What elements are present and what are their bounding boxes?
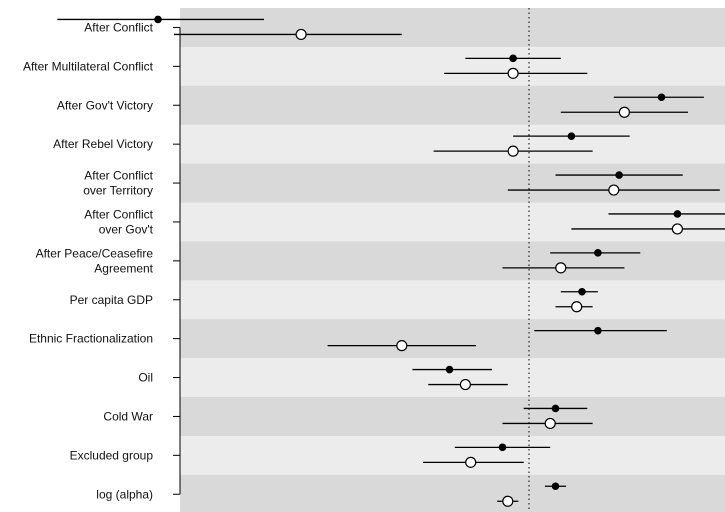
point-estimate-hollow: [555, 262, 567, 274]
point-estimate-hollow: [507, 145, 519, 157]
row-band: [180, 241, 725, 281]
row-label-text: After Multilateral Conflict: [23, 59, 154, 73]
point-estimate-filled: [551, 404, 560, 413]
point-estimate-hollow: [618, 106, 631, 118]
row-band: [180, 202, 725, 242]
row-bands: [180, 8, 725, 512]
point-estimate-filled: [594, 249, 602, 257]
estimate-marks: [57, 15, 725, 507]
point-estimate-filled: [615, 171, 623, 179]
row-label-text: over Gov't: [99, 222, 154, 236]
y-axis-ticks: [173, 26, 180, 495]
row-label-text: over Territory: [83, 184, 153, 198]
row-label-text: Oil: [138, 371, 153, 385]
point-estimate-filled: [673, 210, 682, 218]
row-band: [180, 124, 725, 165]
point-estimate-filled: [567, 132, 576, 140]
point-estimate-filled: [578, 287, 586, 296]
row-label-text: After Conflict: [84, 207, 153, 221]
row-band: [180, 163, 725, 203]
row-label-text: Cold War: [103, 409, 153, 423]
point-estimate-filled: [498, 443, 507, 452]
row-band: [180, 8, 725, 48]
row-band: [180, 280, 725, 320]
point-estimate-hollow: [295, 28, 307, 41]
row-label-text: After Rebel Victory: [53, 137, 153, 151]
row-label-text: After Gov't Victory: [57, 98, 153, 112]
point-estimate-filled: [551, 482, 560, 491]
point-estimate-filled: [594, 326, 602, 335]
row-label-text: After Conflict: [84, 169, 153, 183]
point-estimate-hollow: [502, 495, 514, 507]
point-estimate-filled: [445, 365, 454, 374]
row-band: [180, 358, 725, 398]
point-estimate-hollow: [571, 301, 583, 313]
point-estimate-hollow: [608, 184, 620, 196]
row-label-text: After Peace/Ceasefire: [36, 246, 154, 260]
point-estimate-hollow: [396, 340, 408, 352]
point-estimate-hollow: [671, 223, 684, 235]
row-label-text: After Conflict: [84, 20, 153, 34]
point-estimate-hollow: [544, 417, 556, 430]
row-label-text: log (alpha): [96, 487, 153, 501]
row-band: [180, 46, 725, 87]
row-labels: After Conflict After Multilateral Conflic…: [23, 20, 154, 501]
row-label-text: Agreement: [94, 261, 153, 275]
point-estimate-filled: [657, 93, 666, 102]
point-estimate-filled: [154, 15, 162, 24]
point-estimate-filled: [509, 54, 517, 63]
row-label-text: Per capita GDP: [70, 293, 153, 307]
row-label-text: Excluded group: [70, 448, 154, 462]
point-estimate-hollow: [465, 456, 477, 468]
row-band: [180, 319, 725, 359]
row-band: [180, 85, 725, 126]
row-label-text: Ethnic Fractionalization: [29, 332, 153, 346]
row-band: [180, 397, 725, 437]
row-band: [180, 474, 725, 512]
point-estimate-hollow: [507, 67, 519, 79]
row-band: [180, 435, 725, 476]
point-estimate-hollow: [459, 378, 471, 391]
